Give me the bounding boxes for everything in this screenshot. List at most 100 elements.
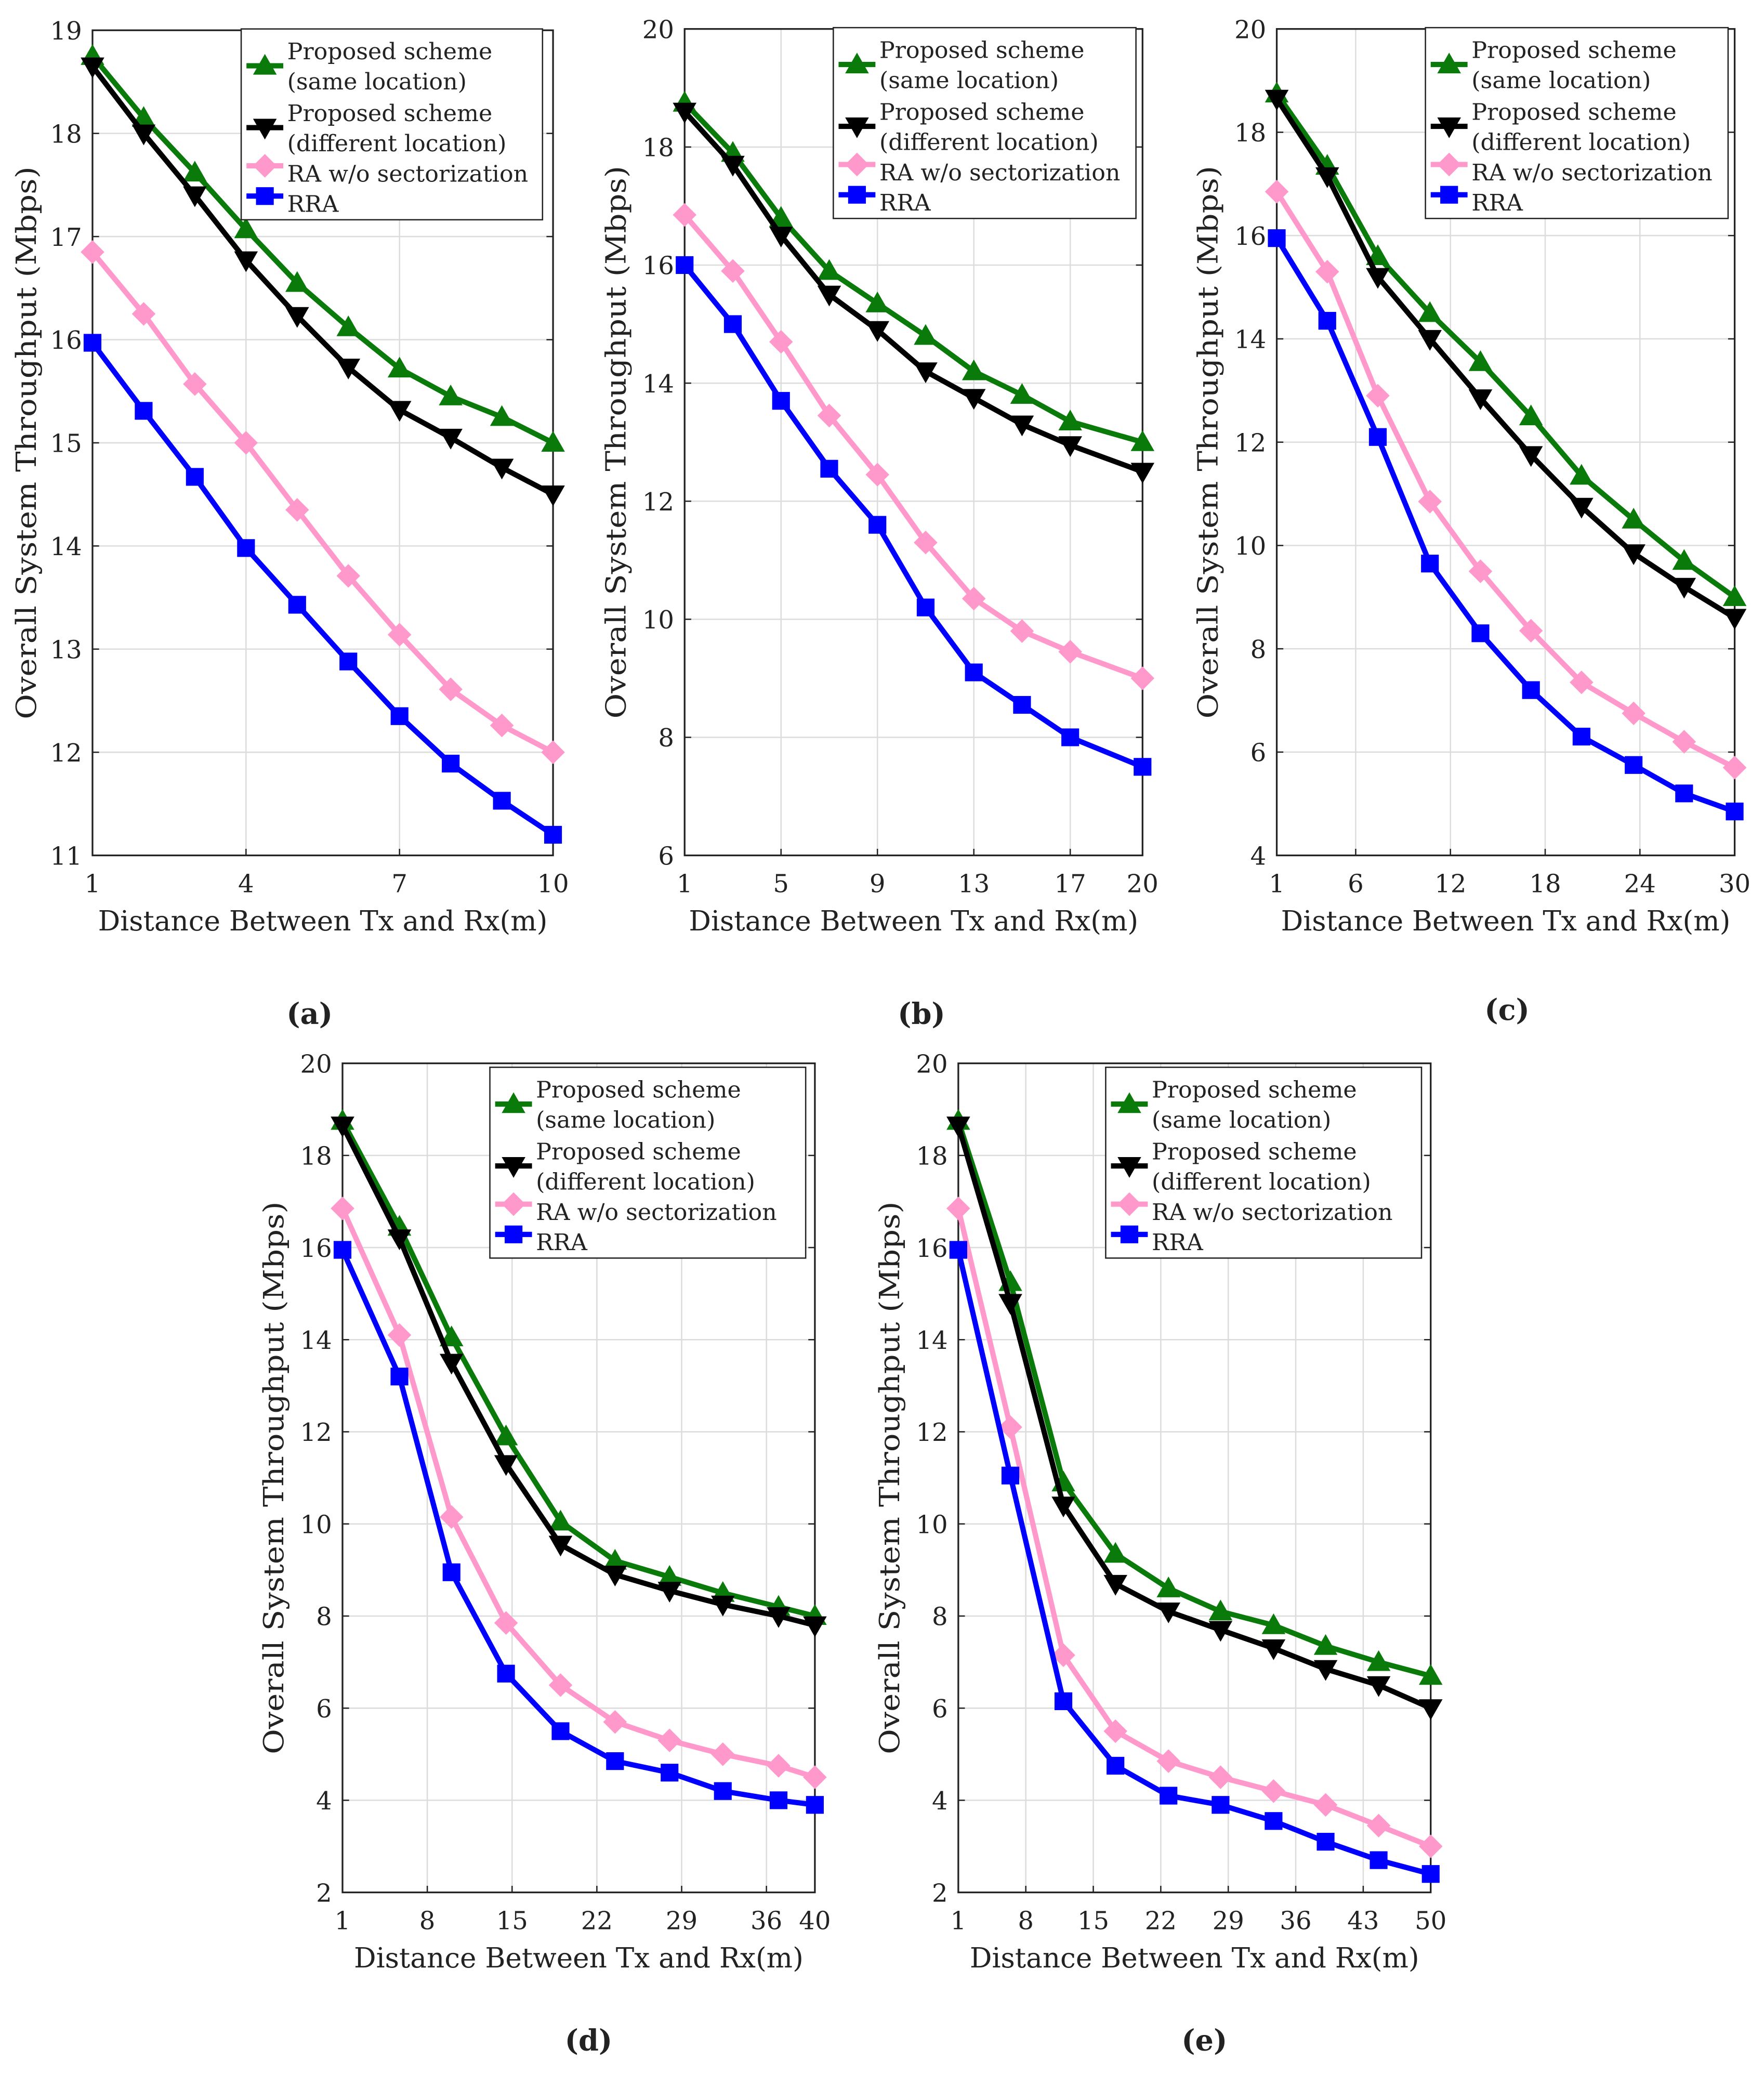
subfigure-caption: (b): [898, 997, 945, 1031]
marker-square: [723, 315, 742, 333]
x-tick-label: 13: [958, 870, 990, 899]
x-tick-label: 10: [537, 870, 569, 899]
marker-triangle-down: [845, 117, 869, 138]
marker-diamond: [803, 1765, 827, 1789]
subfigure-caption: (e): [1181, 2024, 1227, 2057]
y-tick-label: 2: [316, 1879, 332, 1908]
marker-square: [390, 1368, 409, 1386]
marker-square: [965, 663, 983, 681]
y-tick-label: 15: [50, 429, 82, 458]
marker-diamond: [387, 1323, 412, 1347]
marker-diamond: [439, 677, 463, 701]
legend-label: (different location): [287, 130, 507, 157]
marker-triangle-down: [710, 1595, 735, 1617]
marker-triangle-up: [285, 271, 309, 292]
series-line: [682, 213, 1144, 681]
marker-triangle-up: [845, 52, 869, 74]
marker-triangle-down: [1622, 544, 1645, 566]
legend-label: (same location): [287, 69, 467, 95]
legend-entry: RRA: [495, 1225, 588, 1256]
x-tick-label: 7: [391, 870, 407, 899]
y-tick-label: 18: [642, 134, 674, 163]
legend-label: Proposed scheme: [287, 100, 493, 127]
marker-square: [772, 392, 790, 410]
marker-triangle-down: [331, 1117, 354, 1138]
y-tick-label: 16: [300, 1234, 332, 1263]
marker-diamond: [1117, 1192, 1141, 1216]
marker-square: [1675, 784, 1693, 803]
marker-triangle-down: [1722, 609, 1747, 630]
legend-label: RA w/o sectorization: [1471, 160, 1713, 186]
y-tick-label: 12: [1234, 428, 1266, 457]
plot-frame: [957, 1062, 1432, 1894]
series-line: [1274, 190, 1736, 770]
series-1: [946, 1117, 1443, 1720]
y-tick-label: 8: [1250, 635, 1267, 664]
marker-triangle-up: [1418, 1664, 1443, 1685]
marker-square: [916, 598, 935, 616]
y-tick-label: 4: [1250, 842, 1267, 871]
legend-label: (different location): [879, 129, 1099, 156]
legend-label: RRA: [536, 1229, 588, 1256]
marker-triangle-down: [234, 251, 258, 272]
x-tick-label: 1: [951, 1907, 967, 1936]
marker-triangle-up: [1261, 1613, 1286, 1634]
marker-triangle-up: [548, 1509, 573, 1531]
marker-triangle-up: [865, 291, 889, 312]
y-tick-label: 14: [50, 532, 82, 561]
y-tick-label: 16: [1234, 222, 1266, 251]
y-tick-label: 20: [642, 15, 674, 44]
series-line: [340, 1120, 816, 1619]
legend-entry: Proposed scheme (different location): [838, 99, 1099, 156]
marker-square: [1134, 758, 1152, 776]
y-tick-label: 16: [642, 252, 674, 281]
marker-triangle-up: [1519, 404, 1543, 426]
marker-triangle-down: [803, 1616, 827, 1637]
legend-label: Proposed scheme: [536, 1077, 741, 1103]
marker-diamond: [1058, 640, 1082, 664]
y-tick-label: 13: [50, 635, 82, 664]
y-tick-label: 10: [300, 1510, 332, 1539]
marker-triangle-down: [1672, 577, 1696, 599]
series-line: [90, 54, 555, 445]
marker-triangle-up: [1117, 1092, 1141, 1113]
marker-diamond: [1156, 1749, 1180, 1773]
marker-square: [1368, 428, 1387, 446]
series-1: [81, 57, 565, 506]
marker-diamond: [710, 1742, 735, 1766]
x-tick-label: 1: [677, 870, 693, 899]
marker-diamond: [1130, 666, 1155, 690]
legend-label: Proposed scheme: [536, 1138, 741, 1165]
legend: Proposed scheme(same location)Proposed s…: [1105, 1066, 1423, 1259]
marker-triangle-down: [1366, 1676, 1391, 1697]
marker-triangle-up: [769, 206, 793, 227]
marker-diamond: [946, 1196, 970, 1220]
marker-diamond: [439, 1505, 464, 1529]
marker-square: [497, 1664, 515, 1683]
marker-triangle-down: [1315, 167, 1339, 188]
legend-label: RRA: [879, 190, 931, 216]
legend-label: (same location): [1152, 1107, 1331, 1134]
marker-diamond: [285, 498, 309, 522]
y-tick-label: 14: [916, 1326, 947, 1355]
marker-square: [1001, 1466, 1020, 1485]
marker-triangle-down: [1418, 1699, 1443, 1720]
marker-triangle-down: [603, 1566, 627, 1586]
marker-triangle-down: [673, 102, 697, 124]
y-tick-label: 20: [1234, 15, 1266, 44]
series-2: [946, 1196, 1443, 1858]
y-axis-label: Overall System Throughput (Mbps): [10, 166, 43, 719]
marker-triangle-down: [285, 307, 309, 328]
y-tick-label: 14: [300, 1326, 332, 1355]
marker-square: [1317, 1833, 1335, 1851]
marker-square: [1318, 312, 1336, 330]
x-tick-label: 8: [419, 1907, 436, 1936]
marker-triangle-down: [914, 362, 938, 384]
marker-square: [949, 1241, 967, 1259]
legend-box: [240, 28, 544, 221]
marker-square: [333, 1241, 352, 1259]
marker-triangle-down: [439, 428, 463, 450]
legend-label: (same location): [536, 1107, 715, 1134]
